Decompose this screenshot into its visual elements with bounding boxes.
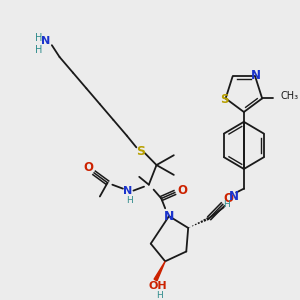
Text: CH₃: CH₃: [280, 92, 298, 101]
Text: N: N: [164, 210, 174, 223]
Text: H: H: [126, 196, 133, 205]
Text: S: S: [136, 145, 145, 158]
Polygon shape: [154, 261, 165, 281]
Text: S: S: [220, 93, 229, 106]
Text: N: N: [229, 190, 239, 203]
Text: O: O: [177, 184, 188, 197]
Text: H: H: [156, 291, 163, 300]
Text: N: N: [123, 186, 132, 196]
Text: H: H: [223, 200, 230, 209]
Text: N: N: [41, 36, 51, 46]
Text: O: O: [83, 160, 93, 173]
Text: N: N: [251, 69, 261, 82]
Text: H: H: [35, 33, 42, 43]
Text: OH: OH: [148, 281, 167, 291]
Text: H: H: [35, 45, 42, 55]
Text: O: O: [224, 192, 233, 205]
